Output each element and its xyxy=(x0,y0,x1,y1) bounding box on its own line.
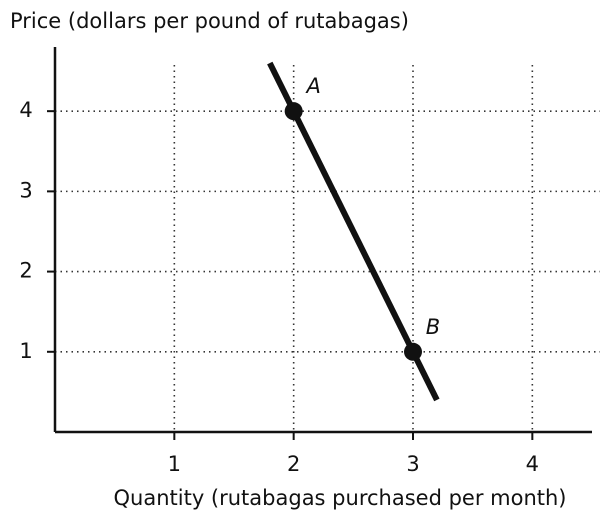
point-label: A xyxy=(304,74,320,98)
y-tick-label: 4 xyxy=(19,98,32,122)
y-tick-label: 1 xyxy=(19,339,32,363)
x-tick-label: 4 xyxy=(526,452,539,476)
x-tick-label: 3 xyxy=(406,452,419,476)
y-tick-label: 3 xyxy=(19,178,32,202)
point xyxy=(284,102,303,121)
y-tick-label: 2 xyxy=(19,259,32,283)
point-label: B xyxy=(426,315,440,339)
point xyxy=(404,342,422,361)
y-axis-label: Price (dollars per pound of rutabagas) xyxy=(10,9,409,33)
x-axis-label: Quantity (rutabagas purchased per month) xyxy=(114,486,567,510)
x-tick-label: 1 xyxy=(168,452,181,476)
x-tick-label: 2 xyxy=(287,452,300,476)
